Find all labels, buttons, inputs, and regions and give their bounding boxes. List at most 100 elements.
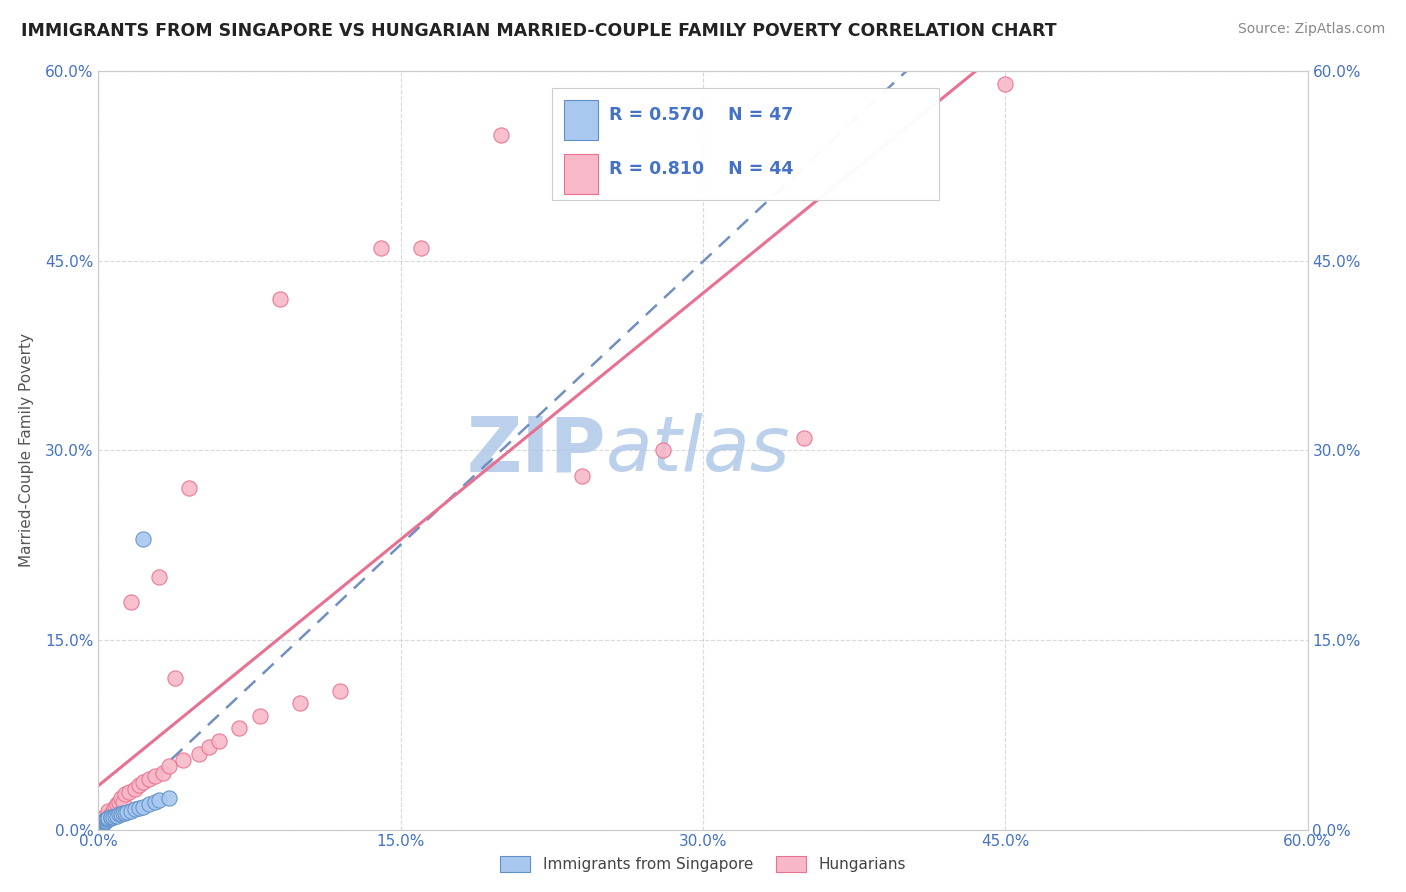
Point [93,810,115,824]
Point [571,468,593,483]
Point [90,817,112,831]
Point [651,443,673,458]
Point [288,696,311,710]
Point [90,819,112,833]
Point [89,817,111,831]
Point [93,815,115,830]
Point [110,807,132,822]
Point [120,804,142,818]
Point [89,821,111,835]
Point [148,570,170,584]
Point [89,820,111,834]
Point [89,820,111,834]
Point [90,819,112,833]
Point [96,813,118,827]
Point [132,774,155,789]
Point [269,292,291,306]
Point [107,807,129,822]
Point [115,805,138,819]
Point [124,782,146,797]
Point [94,814,117,828]
Text: atlas: atlas [606,414,790,487]
Text: R = 0.570    N = 47: R = 0.570 N = 47 [609,106,793,124]
Point [93,814,115,828]
Point [100,807,122,822]
Point [132,532,155,546]
Point [100,810,122,824]
Point [89,813,111,827]
Point [172,753,194,767]
Point [93,815,115,830]
Point [138,772,160,786]
Point [143,769,166,784]
Text: ZIP: ZIP [467,414,606,487]
Point [163,671,186,685]
Point [97,810,120,824]
Point [89,820,111,834]
Point [97,811,120,825]
Point [97,804,120,818]
Point [107,795,129,809]
Point [120,595,142,609]
Text: R = 0.810    N = 44: R = 0.810 N = 44 [609,161,793,178]
Point [89,822,111,836]
FancyBboxPatch shape [564,100,598,140]
Point [152,765,174,780]
Point [91,817,114,831]
Point [114,787,136,801]
Point [90,817,112,831]
Point [89,822,111,836]
Point [249,708,271,723]
Point [793,431,815,445]
Point [110,791,132,805]
Point [101,804,124,818]
Point [138,797,160,812]
Point [97,813,120,827]
Point [91,816,114,830]
Text: IMMIGRANTS FROM SINGAPORE VS HUNGARIAN MARRIED-COUPLE FAMILY POVERTY CORRELATION: IMMIGRANTS FROM SINGAPORE VS HUNGARIAN M… [21,22,1057,40]
Point [329,683,352,698]
Point [124,802,146,816]
Point [157,791,180,805]
Point [148,793,170,807]
Point [90,819,112,833]
Point [128,801,150,815]
Point [91,817,114,831]
Point [90,817,112,831]
Point [157,759,180,773]
Point [91,816,114,830]
Text: Source: ZipAtlas.com: Source: ZipAtlas.com [1237,22,1385,37]
FancyBboxPatch shape [551,88,939,201]
Point [96,814,118,828]
Point [409,241,432,255]
Point [111,806,134,821]
Point [114,806,136,821]
Point [179,482,201,496]
Point [118,785,141,799]
FancyBboxPatch shape [564,154,598,194]
Legend: Immigrants from Singapore, Hungarians: Immigrants from Singapore, Hungarians [492,848,914,880]
Point [491,128,513,142]
Point [994,77,1017,91]
Point [96,813,118,827]
Point [105,797,128,812]
Point [93,814,115,828]
Point [132,800,155,814]
Point [111,795,134,809]
Point [143,795,166,809]
Point [370,241,392,255]
Point [103,808,125,822]
Point [128,778,150,792]
Point [188,747,211,761]
Point [208,734,231,748]
Point [198,740,221,755]
Point [90,819,112,833]
Point [105,808,128,822]
Point [94,814,117,828]
Y-axis label: Married-Couple Family Poverty: Married-Couple Family Poverty [18,334,34,567]
Point [228,722,250,736]
Point [103,800,125,814]
Point [100,811,122,825]
Point [96,813,118,827]
Point [101,810,124,824]
